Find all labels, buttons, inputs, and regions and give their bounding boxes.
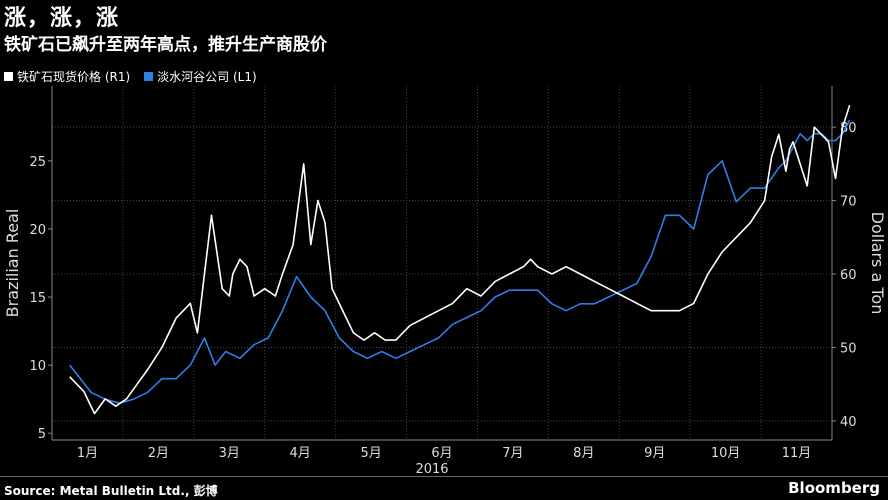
legend-item-iron-ore: 铁矿石现货价格 (R1) — [4, 68, 130, 85]
source-note: Source: Metal Bulletin Ltd., 彭博 — [4, 484, 218, 498]
y-right-tick-2: 60 — [840, 268, 857, 283]
chart-subtitle: 铁矿石已飙升至两年高点，推升生产商股价 — [4, 35, 327, 55]
x-tick-4: 5月 — [360, 446, 381, 461]
x-tick-0: 1月 — [77, 446, 98, 461]
legend-item-vale: 淡水河谷公司 (L1) — [144, 68, 257, 85]
y-right-tick-1: 50 — [840, 341, 857, 356]
legend-swatch-vale — [144, 72, 154, 81]
x-tick-9: 10月 — [711, 446, 741, 461]
series-line-vale — [69, 119, 851, 405]
y-left-axis-label: Brazilian Real — [3, 209, 22, 318]
y-right-tick-0: 40 — [840, 415, 857, 430]
y-left-tick-4: 25 — [29, 155, 46, 170]
legend: 铁矿石现货价格 (R1) 淡水河谷公司 (L1) — [4, 68, 257, 85]
x-tick-7: 8月 — [573, 446, 594, 461]
bloomberg-logo: Bloomberg — [788, 479, 880, 497]
x-axis-label: 2016 — [415, 462, 448, 476]
x-tick-8: 9月 — [644, 446, 665, 461]
x-tick-1: 2月 — [148, 446, 169, 461]
y-left-tick-0: 5 — [38, 427, 46, 442]
series-line-iron-ore — [69, 104, 851, 415]
y-right-tick-3: 70 — [840, 195, 857, 210]
legend-label-vale: 淡水河谷公司 (L1) — [157, 70, 257, 84]
y-left-tick-3: 20 — [29, 223, 46, 238]
x-tick-10: 11月 — [782, 446, 812, 461]
x-tick-6: 7月 — [502, 446, 523, 461]
footer-divider — [0, 476, 888, 477]
legend-swatch-iron-ore — [4, 72, 13, 81]
x-tick-3: 4月 — [290, 446, 311, 461]
y-left-tick-1: 10 — [29, 359, 46, 374]
y-right-axis-label: Dollars a Ton — [868, 212, 887, 315]
chart-title: 涨，涨，涨 — [4, 6, 120, 31]
x-tick-5: 6月 — [431, 446, 452, 461]
legend-label-iron-ore: 铁矿石现货价格 (R1) — [17, 70, 131, 84]
x-tick-2: 3月 — [219, 446, 240, 461]
y-left-tick-2: 15 — [29, 291, 46, 306]
